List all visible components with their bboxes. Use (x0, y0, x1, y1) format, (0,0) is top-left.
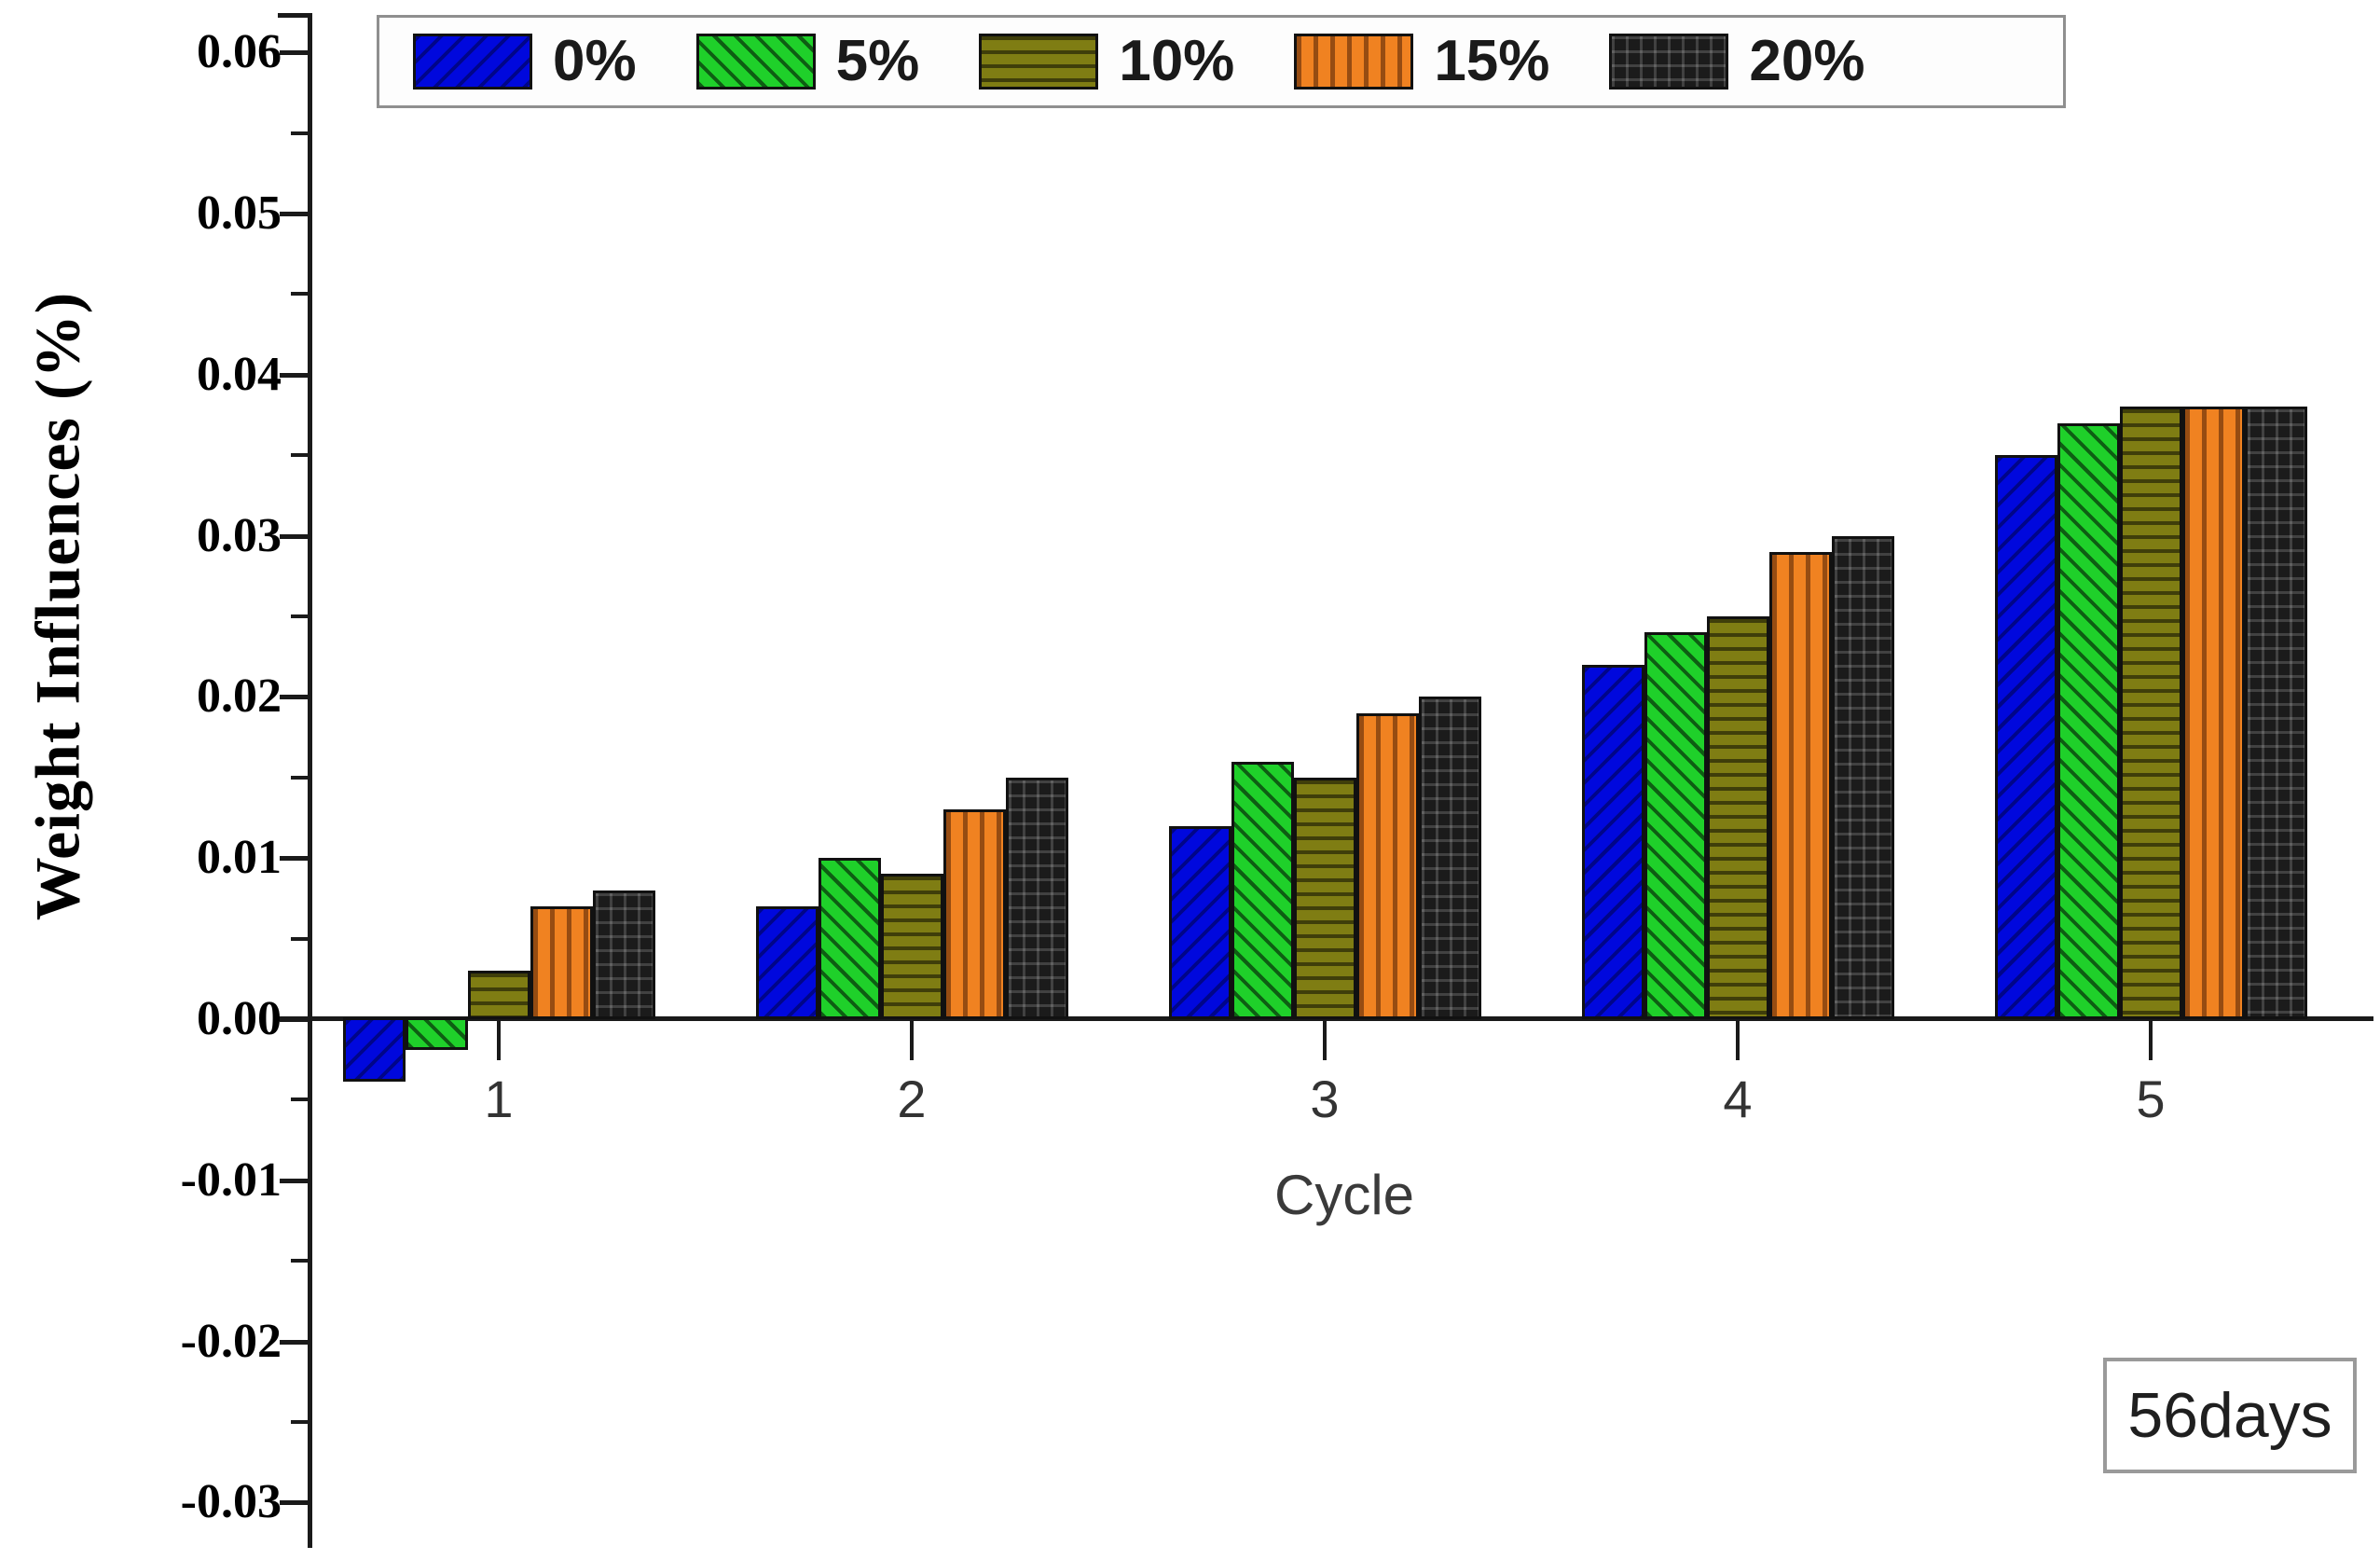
x-tick-label: 2 (897, 1070, 927, 1128)
y-major-tick (280, 1017, 308, 1022)
legend-item-0%: 0% (413, 33, 637, 90)
legend-swatch-20% (1609, 34, 1729, 90)
y-major-tick (280, 1178, 308, 1183)
x-tick (2149, 1019, 2153, 1060)
y-tick-label: -0.01 (180, 1153, 282, 1207)
legend: 0% 5% 10% 15% 20% (377, 15, 2066, 108)
x-tick (497, 1019, 501, 1060)
x-tick (910, 1019, 914, 1060)
y-tick-label: 0.01 (197, 831, 282, 885)
y-minor-tick (291, 1098, 308, 1102)
annotation-56days: 56days (2103, 1358, 2357, 1473)
y-tick-label: 0.05 (197, 186, 282, 240)
bar-10%-cycle-2 (880, 874, 943, 1019)
legend-label: 5% (835, 29, 920, 93)
legend-swatch-10% (979, 34, 1099, 90)
x-axis-title: Cycle (1273, 1164, 1415, 1226)
bar-10%-cycle-5 (2119, 407, 2182, 1019)
bar-20%-cycle-4 (1831, 535, 1894, 1019)
bar-5%-cycle-3 (1231, 761, 1294, 1019)
x-tick-label: 5 (2136, 1070, 2166, 1128)
y-minor-tick (291, 292, 308, 297)
y-axis-spine (308, 13, 312, 1548)
y-minor-tick (291, 936, 308, 941)
bar-20%-cycle-3 (1418, 697, 1481, 1019)
bar-15%-cycle-5 (2181, 407, 2245, 1019)
y-major-tick (280, 1500, 308, 1506)
legend-swatch-0% (413, 34, 532, 90)
bar-10%-cycle-4 (1706, 616, 1769, 1019)
bar-15%-cycle-2 (942, 809, 1006, 1019)
y-major-tick (280, 856, 308, 862)
bar-20%-cycle-1 (592, 890, 655, 1019)
y-tick-label: 0.03 (197, 508, 282, 562)
legend-swatch-15% (1294, 34, 1414, 90)
legend-label: 0% (553, 29, 637, 93)
x-tick-label: 3 (1310, 1070, 1340, 1128)
y-major-tick (280, 372, 308, 378)
bar-0%-cycle-2 (755, 906, 819, 1019)
y-major-tick (280, 695, 308, 700)
y-minor-tick (291, 131, 308, 135)
bar-15%-cycle-1 (530, 906, 593, 1019)
legend-label: 10% (1119, 29, 1235, 93)
y-minor-tick (291, 453, 308, 458)
legend-item-10%: 10% (979, 33, 1234, 90)
y-tick-label: 0.04 (197, 347, 282, 401)
bar-5%-cycle-2 (818, 858, 881, 1019)
legend-item-15%: 15% (1294, 33, 1549, 90)
y-minor-tick (291, 1420, 308, 1424)
legend-label: 15% (1434, 29, 1550, 93)
bar-10%-cycle-3 (1293, 777, 1356, 1019)
y-minor-tick (291, 1259, 308, 1263)
bar-10%-cycle-1 (467, 971, 530, 1019)
y-major-tick (280, 50, 308, 56)
bar-0%-cycle-5 (1994, 455, 2057, 1019)
y-axis-top-cap (278, 13, 308, 18)
y-major-tick (280, 1339, 308, 1345)
y-minor-tick (291, 775, 308, 780)
bar-5%-cycle-5 (2057, 422, 2120, 1019)
legend-label: 20% (1749, 29, 1865, 93)
bar-0%-cycle-4 (1581, 664, 1644, 1019)
bar-15%-cycle-3 (1355, 712, 1419, 1019)
y-tick-label: 0.06 (197, 25, 282, 79)
y-tick-label: 0.02 (197, 670, 282, 724)
y-major-tick (280, 533, 308, 539)
bar-0%-cycle-3 (1168, 825, 1231, 1019)
legend-item-5%: 5% (695, 29, 920, 93)
bar-20%-cycle-2 (1005, 777, 1068, 1019)
legend-swatch-5% (695, 34, 816, 90)
bar-15%-cycle-4 (1768, 551, 1832, 1019)
x-tick-label: 4 (1723, 1070, 1753, 1128)
x-tick (1323, 1019, 1327, 1060)
x-tick (1736, 1019, 1740, 1060)
bar-5%-cycle-1 (405, 1017, 468, 1050)
y-major-tick (280, 212, 308, 216)
y-tick-label: -0.02 (180, 1314, 282, 1368)
legend-item-20%: 20% (1609, 29, 1865, 93)
y-tick-label: 0.00 (197, 992, 282, 1045)
y-minor-tick (291, 614, 308, 618)
y-tick-label: -0.03 (180, 1475, 282, 1529)
bar-0%-cycle-1 (342, 1017, 406, 1083)
bar-20%-cycle-5 (2244, 407, 2307, 1019)
x-tick-label: 1 (484, 1070, 514, 1128)
bar-5%-cycle-4 (1644, 632, 1707, 1019)
